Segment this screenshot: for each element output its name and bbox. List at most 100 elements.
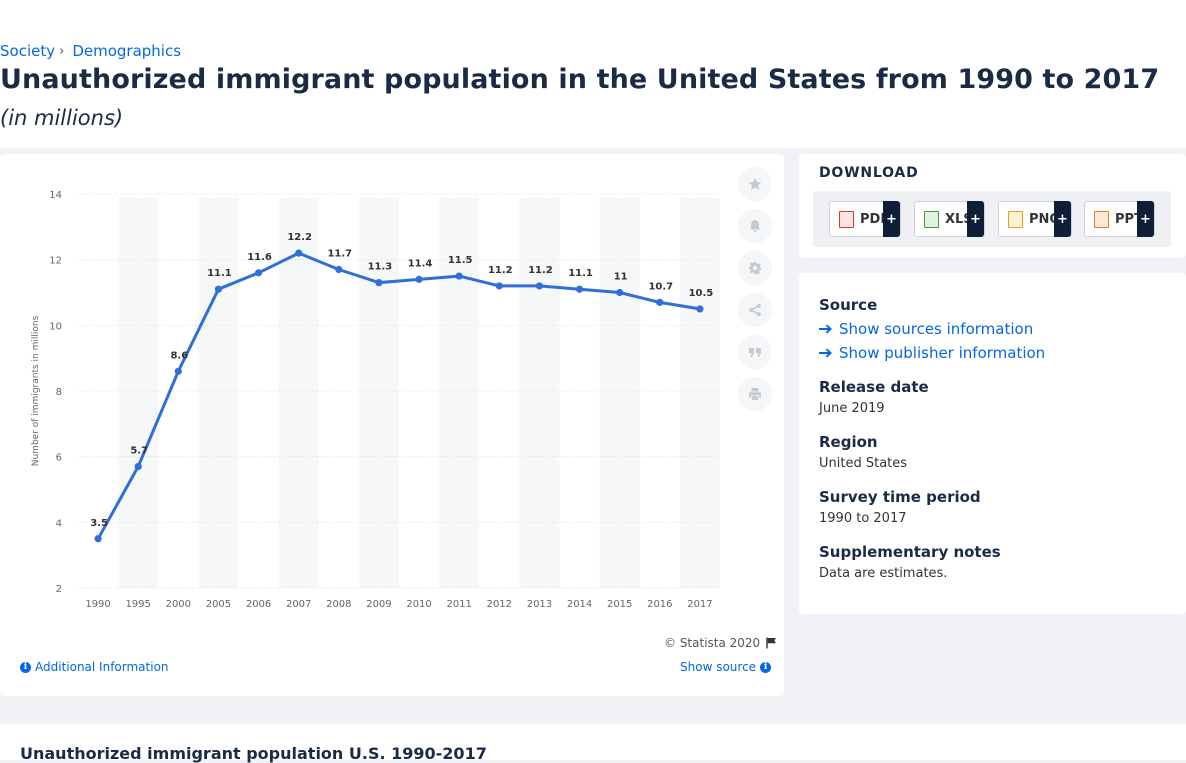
y-tick-label: 6: [56, 453, 62, 464]
x-tick-label: 2015: [607, 599, 632, 610]
show-source-link[interactable]: Show source i: [680, 660, 772, 674]
series-line: [96, 251, 701, 540]
arrow-right-icon: [819, 348, 832, 358]
data-point: [575, 285, 584, 293]
chevron-right-icon: ›: [59, 43, 65, 59]
cite-button[interactable]: [738, 335, 772, 369]
y-tick-label: 10: [49, 321, 62, 332]
print-button[interactable]: [738, 377, 772, 411]
data-point: [295, 249, 303, 257]
x-tick-label: 2010: [406, 599, 431, 610]
data-label: 11.1: [207, 268, 232, 279]
download-pdf-label: PDF: [860, 211, 890, 227]
show-source-label: Show source: [680, 660, 757, 674]
column-band: [679, 198, 720, 588]
x-tick-label: 2011: [446, 599, 471, 610]
x-tick-label: 2016: [647, 599, 672, 610]
x-tick-label: 2009: [366, 599, 391, 610]
y-tick-label: 4: [56, 518, 62, 529]
column-band: [118, 198, 159, 588]
share-icon: [749, 303, 761, 317]
data-point: [174, 367, 182, 375]
gear-icon: [748, 261, 762, 275]
y-tick-label: 8: [56, 387, 62, 398]
data-label: 3.5: [90, 518, 108, 529]
x-tick-label: 2006: [246, 599, 271, 610]
data-point: [335, 265, 343, 274]
survey-period-heading: Survey time period: [819, 488, 981, 506]
print-icon: [749, 388, 761, 400]
additional-information-link[interactable]: i Additional Information: [20, 660, 169, 674]
pdf-file-icon: [839, 210, 854, 228]
survey-period-value: 1990 to 2017: [819, 511, 907, 526]
x-tick-label: 2013: [527, 599, 552, 610]
show-publisher-link[interactable]: Show publisher information: [819, 344, 1045, 362]
column-band: [278, 198, 319, 588]
flag-icon[interactable]: [766, 637, 777, 649]
data-point: [134, 462, 142, 471]
download-png-button[interactable]: PNG +: [998, 201, 1072, 237]
x-tick-label: 1995: [125, 599, 150, 610]
description-card: [0, 724, 1186, 760]
show-sources-link[interactable]: Show sources information: [819, 320, 1033, 338]
y-tick-label: 12: [49, 256, 62, 267]
ppt-file-icon: [1094, 210, 1109, 228]
plus-icon: +: [1137, 201, 1154, 237]
download-ppt-label: PPT: [1115, 211, 1143, 227]
data-point: [535, 282, 544, 290]
data-point: [94, 535, 102, 543]
arrow-right-icon: [819, 324, 832, 334]
data-label: 8.6: [170, 350, 188, 361]
page-subtitle: (in millions): [0, 106, 124, 130]
description-title: Unauthorized immigrant population U.S. 1…: [20, 744, 487, 763]
column-band: [599, 198, 640, 588]
data-label: 10.7: [648, 281, 673, 292]
chart-copyright: © Statista 2020: [664, 636, 777, 650]
favorite-button[interactable]: [738, 167, 772, 201]
supplementary-notes-heading: Supplementary notes: [819, 543, 1001, 561]
png-file-icon: [1008, 210, 1023, 228]
data-label: 11.1: [568, 268, 593, 279]
notification-button[interactable]: [738, 209, 772, 243]
breadcrumb: Society › Demographics: [0, 42, 181, 60]
data-label: 11.5: [448, 255, 473, 266]
x-tick-label: 1990: [85, 599, 110, 610]
download-ppt-button[interactable]: PPT +: [1084, 201, 1155, 237]
column-band: [358, 198, 399, 588]
column-band: [439, 198, 480, 588]
settings-button[interactable]: [738, 251, 772, 285]
data-label: 11: [614, 272, 628, 283]
data-label: 11.2: [528, 265, 553, 276]
chart-tools: [738, 167, 772, 419]
data-point: [375, 279, 383, 287]
x-tick-label: 2012: [487, 599, 512, 610]
star-icon: [748, 177, 762, 190]
x-tick-label: 2008: [326, 599, 351, 610]
release-date-heading: Release date: [819, 378, 929, 396]
download-xls-button[interactable]: XLS +: [914, 201, 985, 237]
data-label: 11.7: [327, 249, 352, 260]
copyright-text: © Statista 2020: [664, 636, 761, 650]
plus-icon: +: [1054, 201, 1071, 237]
release-date-value: June 2019: [819, 401, 885, 416]
download-heading: DOWNLOAD: [819, 165, 919, 181]
data-point: [254, 269, 263, 277]
data-label: 11.3: [368, 262, 393, 273]
share-button[interactable]: [738, 293, 772, 327]
data-point: [455, 272, 463, 280]
download-xls-label: XLS: [945, 211, 973, 227]
header-area: [0, 0, 1186, 148]
breadcrumb-demographics-link[interactable]: Demographics: [72, 42, 182, 60]
plus-icon: +: [967, 201, 984, 237]
info-icon: i: [760, 661, 772, 673]
data-label: 12.2: [287, 232, 312, 243]
download-pdf-button[interactable]: PDF +: [829, 201, 901, 237]
data-label: 11.2: [488, 265, 513, 276]
breadcrumb-society-link[interactable]: Society: [0, 42, 56, 60]
region-heading: Region: [819, 433, 878, 451]
plus-icon: +: [883, 201, 900, 237]
data-label: 11.6: [247, 252, 272, 263]
bell-icon: [749, 220, 761, 232]
x-tick-label: 2007: [286, 599, 311, 610]
statistic-details-card: [799, 273, 1186, 614]
